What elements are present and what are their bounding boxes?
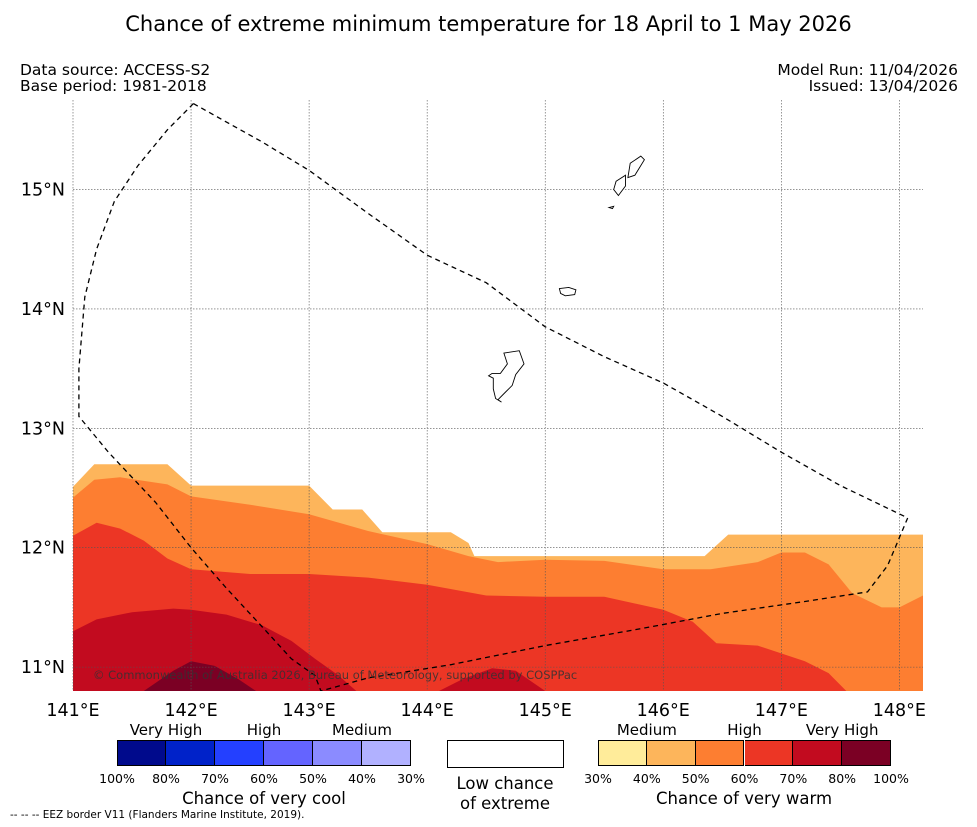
island-aguijan [607, 205, 615, 210]
low-chance-line1: Low chance [456, 774, 554, 793]
warm-tick-label: 60% [730, 771, 759, 786]
low-chance-box [447, 740, 564, 768]
x-tick-label: 147°E [755, 701, 808, 720]
cool-tick-label: 40% [348, 771, 376, 786]
cool-tick-label: 30% [397, 771, 425, 786]
data-source-block: Data source: ACCESS-S2 Base period: 1981… [20, 62, 210, 94]
low-chance-line2: of extreme [459, 794, 551, 813]
x-tick-label: 145°E [519, 701, 572, 720]
cool-swatch [215, 740, 264, 766]
warm-tick-label: 80% [828, 771, 857, 786]
y-tick-label: 14°N [21, 300, 65, 320]
warm-colorbar-title: Chance of very warm [655, 789, 833, 808]
warm-swatch [695, 740, 745, 766]
x-tick-label: 143°E [283, 701, 336, 720]
y-tick-label: 11°N [21, 658, 65, 678]
island-guam [487, 350, 525, 403]
data-source: Data source: ACCESS-S2 [20, 61, 211, 79]
cool-tick-label: 100% [99, 771, 135, 786]
x-tick-label: 148°E [873, 701, 926, 720]
cool-swatch [362, 740, 411, 766]
x-tick-label: 146°E [637, 701, 690, 720]
cool-tick-label: 70% [201, 771, 229, 786]
warm-category-label: Very High [805, 721, 879, 739]
x-tick-label: 142°E [164, 701, 217, 720]
chart-title: Chance of extreme minimum temperature fo… [125, 12, 852, 36]
eez-border-east [193, 103, 909, 691]
warm-swatch [793, 740, 843, 766]
base-period: Base period: 1981-2018 [20, 77, 207, 95]
island-tinian [613, 174, 626, 197]
cool-category-label: Very High [129, 721, 203, 739]
cool-tick-label: 80% [152, 771, 180, 786]
warm-category-label: Medium [616, 721, 677, 739]
warm-tick-label: 100% [873, 771, 909, 786]
model-run: Model Run: 11/04/2026 [777, 61, 958, 79]
model-run-block: Model Run: 11/04/2026 Issued: 13/04/2026 [777, 62, 958, 94]
cool-tick-label: 50% [299, 771, 327, 786]
map-chart: © Commonwealth of Australia 2026, Bureau… [21, 100, 926, 720]
island-saipan [627, 155, 645, 179]
contour-level-5 [143, 661, 256, 691]
eez-border-west [78, 103, 322, 691]
copyright-text: © Commonwealth of Australia 2026, Bureau… [93, 668, 577, 682]
cool-colorbar-title: Chance of very cool [182, 789, 346, 808]
cool-swatch [264, 740, 313, 766]
cool-category-label: High [246, 721, 282, 739]
y-tick-label: 15°N [21, 181, 65, 201]
low-chance-label: Low chance of extreme [456, 774, 553, 814]
warm-tick-label: 40% [632, 771, 661, 786]
warm-category-label: High [727, 721, 762, 739]
cool-swatch [166, 740, 215, 766]
x-tick-label: 141°E [46, 701, 99, 720]
warm-swatch [646, 740, 696, 766]
warm-swatch [598, 740, 647, 766]
cool-swatch [117, 740, 166, 766]
eez-footnote: -- -- -- EEZ border V11 (Flanders Marine… [10, 809, 305, 821]
warm-swatch [842, 740, 891, 766]
x-tick-label: 144°E [401, 701, 454, 720]
island-rota [558, 286, 577, 297]
issued-date: Issued: 13/04/2026 [808, 77, 958, 95]
cool-category-label: Medium [332, 721, 392, 739]
cool-swatch [313, 740, 362, 766]
warm-swatch [744, 740, 794, 766]
warm-tick-label: 50% [681, 771, 710, 786]
cool-tick-label: 60% [250, 771, 278, 786]
y-tick-label: 13°N [21, 419, 65, 439]
warm-tick-label: 30% [584, 771, 612, 786]
y-tick-label: 12°N [21, 539, 65, 559]
warm-tick-label: 70% [779, 771, 808, 786]
